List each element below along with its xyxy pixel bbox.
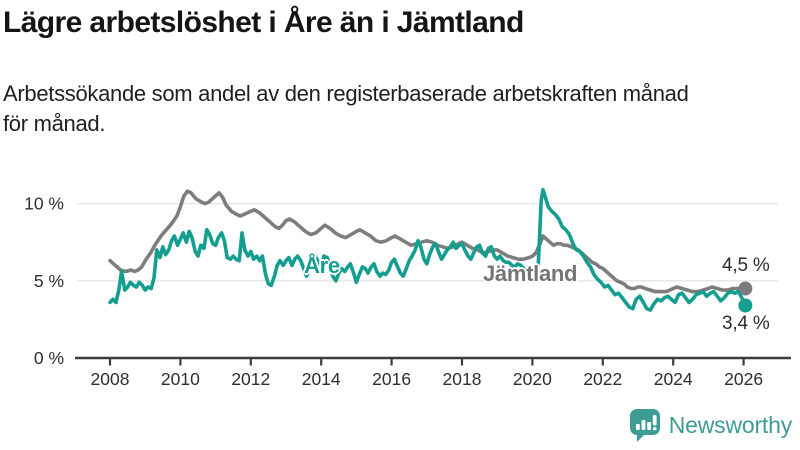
y-axis-label-5: 5 % — [34, 271, 64, 291]
x-axis-label-2008: 2008 — [91, 369, 130, 389]
chart-subtitle: Arbetssökande som andel av den registerb… — [3, 79, 689, 139]
series-label-are: Åre — [304, 253, 340, 278]
series-label-jamtland: Jämtland — [483, 261, 578, 286]
end-value-label-jamtland: 4,5 % — [722, 255, 770, 276]
y-axis-label-0: 0 % — [34, 348, 64, 368]
newsworthy-bubble-chart-icon — [629, 409, 660, 442]
x-axis-label-2026: 2026 — [724, 369, 763, 389]
y-axis-label-10: 10 % — [24, 194, 64, 214]
chart-title: Lägre arbetslöshet i Åre än i Jämtland — [3, 6, 524, 39]
series-end-dot-jämtland — [738, 281, 753, 296]
x-axis-label-2014: 2014 — [302, 369, 341, 389]
series-end-dot-åre — [738, 298, 753, 313]
x-axis-label-2016: 2016 — [372, 369, 411, 389]
x-axis-label-2018: 2018 — [443, 369, 482, 389]
end-value-label-are: 3,4 % — [722, 313, 770, 334]
series-line-åre — [108, 187, 748, 312]
x-axis-label-2010: 2010 — [161, 369, 200, 389]
x-axis-label-2020: 2020 — [513, 369, 552, 389]
x-axis-label-2022: 2022 — [583, 369, 622, 389]
chart-subtitle-line-1: Arbetssökande som andel av den registerb… — [3, 81, 689, 106]
x-axis-label-2024: 2024 — [654, 369, 693, 389]
newsworthy-wordmark: Newsworthy — [668, 411, 792, 438]
newsworthy-logo[interactable]: Newsworthy — [629, 407, 792, 443]
chart-subtitle-line-2: för månad. — [3, 111, 106, 136]
x-axis-label-2012: 2012 — [231, 369, 270, 389]
